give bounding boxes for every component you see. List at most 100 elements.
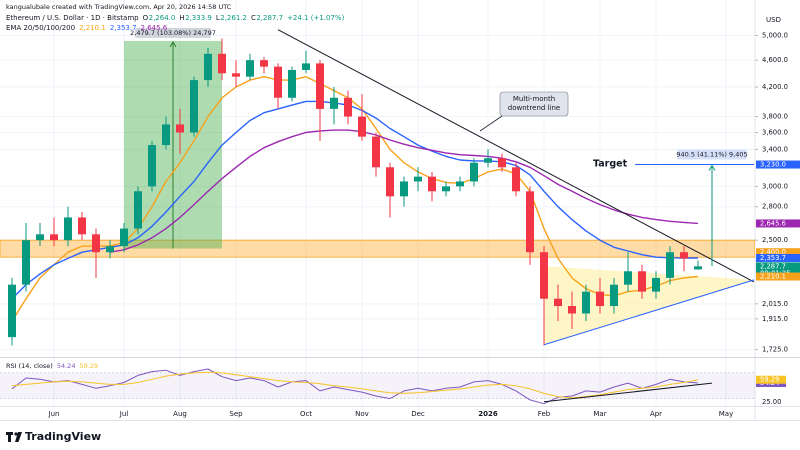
indicator-value: 2,353.7 — [110, 24, 137, 32]
measure-label: 2,479.7 (103.08%) 24,797 — [130, 29, 216, 37]
candle-body — [50, 234, 58, 241]
x-tick-label: Oct — [300, 410, 312, 418]
y-tick-label: 3,400.0 — [762, 145, 788, 153]
candle-body — [428, 176, 436, 192]
ohlc-value: 2,264.0 — [149, 14, 176, 22]
price-badge-label: 3,230.0 — [760, 161, 786, 169]
y-tick-label: 3,800.0 — [762, 113, 788, 121]
rsi-pane — [0, 358, 755, 406]
candle-body — [498, 158, 506, 168]
candle-body — [176, 124, 184, 133]
candle-body — [302, 63, 310, 70]
candle-body — [400, 181, 408, 197]
candle-body — [484, 158, 492, 163]
candle-body — [554, 298, 562, 307]
candle-body — [92, 234, 100, 253]
candle-body — [680, 252, 688, 259]
x-tick-label: Apr — [650, 410, 662, 418]
indicator-label: EMA 20/50/100/200 — [6, 24, 75, 32]
ohlc-value: 2,287.7 — [256, 14, 283, 22]
target-arrowhead — [708, 164, 716, 171]
candle-body — [8, 284, 16, 338]
brand-logo — [6, 432, 22, 442]
x-tick-label: 2026 — [478, 410, 498, 418]
y-tick-label: 3,600.0 — [762, 129, 788, 137]
y-tick-label: 5,000.0 — [762, 32, 788, 40]
ohlc-key: L — [216, 14, 220, 22]
brand: TradingView — [25, 430, 101, 443]
candle-body — [652, 277, 660, 292]
rsi-badge — [756, 375, 786, 384]
attribution: kangualubale created with TradingView.co… — [6, 3, 232, 11]
y-tick-label: 3,000.0 — [762, 182, 788, 190]
candle-body — [246, 60, 254, 77]
rsi-line — [11, 368, 699, 405]
candle-body — [218, 53, 226, 74]
candle-body — [358, 116, 366, 137]
target-text: Target — [593, 159, 628, 170]
price-badge — [756, 272, 800, 281]
target-label: 940.5 (41.11%) 9,405 — [676, 151, 747, 159]
candle-body — [330, 97, 338, 109]
candle-body — [120, 228, 128, 247]
rsi-value: 59.29 — [79, 362, 98, 370]
callout-box — [499, 91, 569, 117]
candle-body — [624, 271, 632, 285]
rsi-title: RSI (14, close) — [6, 362, 53, 370]
x-tick-label: Sep — [229, 410, 243, 418]
x-tick-label: Mar — [593, 410, 606, 418]
candle-body — [162, 124, 170, 146]
candle-body — [526, 191, 534, 253]
candle-body — [190, 80, 198, 133]
rsi-badge-label: 59.29 — [760, 376, 779, 384]
price-badge — [756, 160, 800, 169]
price-badge — [756, 219, 800, 228]
rsi-line — [11, 371, 699, 399]
price-badge — [756, 248, 800, 257]
candle-body — [372, 136, 380, 168]
ohlc-key: C — [251, 14, 256, 22]
candle-body — [106, 246, 114, 253]
x-tick-label: Feb — [538, 410, 551, 418]
rsi-tick-label: 25.00 — [762, 398, 781, 406]
price-badge-label: 2,287.7 — [760, 262, 786, 270]
candle-body — [582, 291, 590, 314]
candle-body — [610, 284, 618, 307]
callout-text: Multi-month — [513, 95, 555, 103]
price-badge-label: 2,210.1 — [760, 273, 786, 281]
candle-body — [22, 240, 30, 285]
ohlc-key: O — [143, 14, 149, 22]
candle-body — [666, 252, 674, 278]
candle-body — [274, 66, 282, 98]
rsi-value: 54.24 — [57, 362, 76, 370]
triangle-pattern — [544, 266, 754, 345]
price-badge-label: 2,400.0 — [760, 248, 786, 256]
candle-body — [470, 162, 478, 182]
candle-body — [638, 271, 646, 292]
y-tick-label: 4,600.0 — [762, 56, 788, 64]
y-tick-label: 1,915.0 — [762, 315, 788, 323]
candle-body — [694, 266, 702, 270]
y-tick-label: 2,500.0 — [762, 236, 788, 244]
y-tick-label: 1,725.0 — [762, 346, 788, 354]
candle-body — [386, 167, 394, 197]
x-tick-label: Nov — [355, 410, 369, 418]
candle-body — [442, 186, 450, 192]
price-badge-label: 2,645.6 — [760, 219, 786, 227]
candle-body — [456, 181, 464, 187]
ohlc-key: H — [179, 14, 184, 22]
candle-body — [568, 306, 576, 314]
candle-body — [288, 69, 296, 98]
ohlc-value: 2,261.2 — [220, 14, 247, 22]
candle-body — [260, 60, 268, 67]
currency: USD — [766, 16, 781, 24]
trendline — [277, 29, 755, 283]
y-tick-label: 4,200.0 — [762, 83, 788, 91]
candle-body — [596, 291, 604, 307]
x-tick-label: Jun — [48, 410, 60, 418]
candle-body — [512, 167, 520, 192]
symbol-title: Ethereum / U.S. Dollar · 1D · Bitstamp — [6, 14, 139, 22]
price-badge-label: 2,353.7 — [760, 254, 786, 262]
